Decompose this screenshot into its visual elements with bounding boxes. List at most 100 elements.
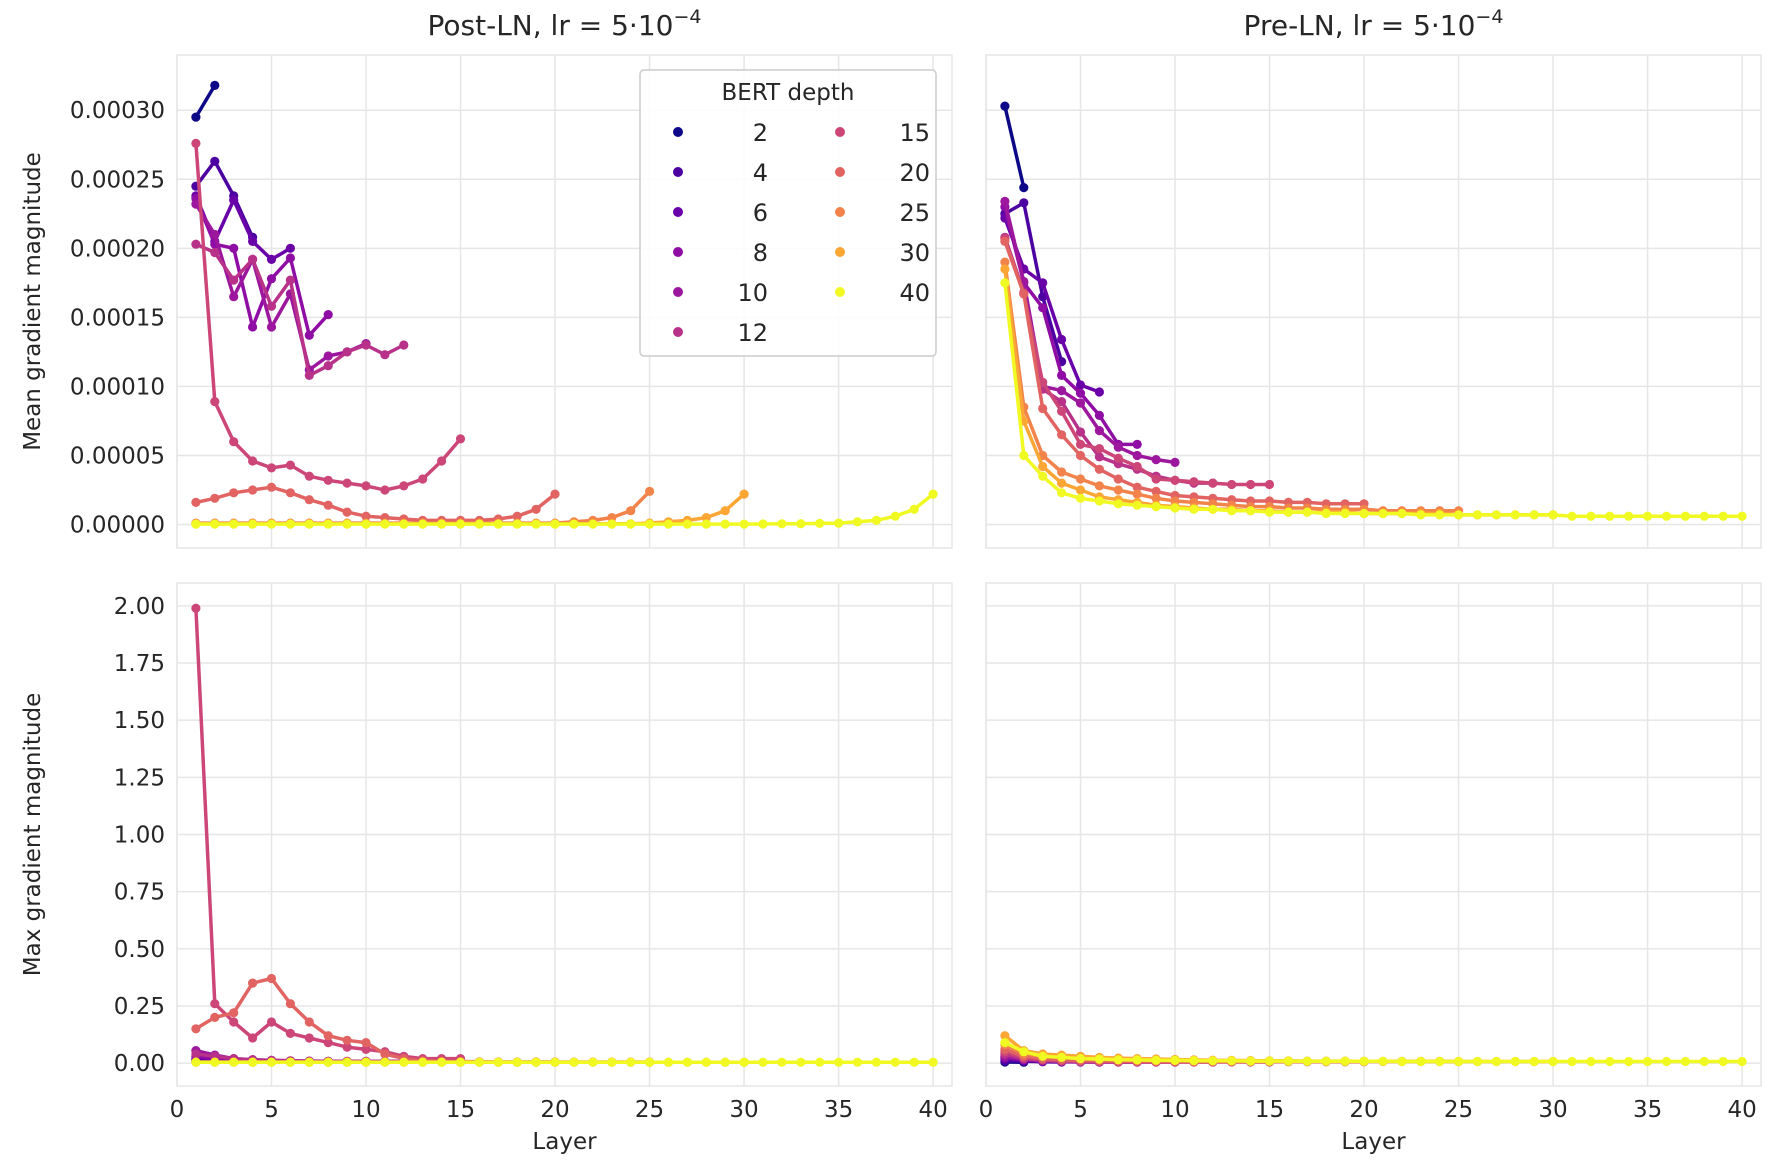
data-point	[1680, 511, 1690, 521]
data-point	[1038, 278, 1048, 288]
data-point	[323, 361, 333, 371]
data-point	[1057, 1052, 1067, 1062]
data-point	[229, 1057, 239, 1067]
data-point	[1019, 289, 1029, 299]
data-point	[229, 195, 239, 205]
legend-entry-15: 15	[835, 119, 930, 147]
data-point	[1624, 511, 1634, 521]
data-point	[1075, 450, 1086, 461]
data-point	[418, 519, 428, 529]
data-point	[1000, 264, 1010, 274]
data-point	[1454, 510, 1464, 520]
data-point	[512, 519, 522, 529]
data-point	[380, 519, 390, 529]
data-point	[285, 1028, 295, 1038]
legend-entry-25: 25	[835, 199, 930, 227]
data-point	[682, 1057, 693, 1067]
data-point	[1132, 489, 1142, 499]
data-point	[1113, 499, 1123, 509]
data-point	[1699, 1056, 1709, 1067]
data-point	[304, 330, 314, 340]
legend-marker	[673, 247, 683, 257]
data-point	[380, 485, 390, 495]
data-point	[266, 301, 277, 311]
data-point	[531, 519, 541, 529]
x-tick-label: 40	[1727, 1097, 1756, 1123]
series-depth-40	[1000, 1038, 1747, 1067]
x-tick-label: 35	[824, 1097, 853, 1123]
legend-title: BERT depth	[722, 80, 855, 106]
data-point	[229, 1008, 239, 1018]
data-point	[361, 519, 371, 529]
data-point	[626, 506, 636, 516]
data-point	[871, 515, 882, 526]
data-point	[1340, 1056, 1350, 1066]
data-point	[191, 1024, 201, 1034]
data-point	[701, 1057, 711, 1067]
data-point	[1548, 510, 1558, 520]
legend-marker	[835, 247, 845, 257]
data-point	[796, 1057, 806, 1067]
x-tick-label: 0	[979, 1097, 994, 1123]
data-point	[645, 1057, 655, 1067]
data-point	[323, 475, 333, 485]
data-point	[1264, 479, 1275, 490]
data-point	[1019, 1047, 1029, 1057]
data-point	[1397, 1056, 1407, 1067]
data-point	[191, 497, 201, 507]
data-point	[1151, 474, 1161, 484]
data-point	[285, 519, 295, 529]
data-point	[1132, 450, 1142, 461]
data-point	[1718, 1056, 1728, 1067]
data-point	[229, 1017, 239, 1027]
y-tick-label: 1.00	[114, 823, 165, 849]
x-tick-label: 20	[1349, 1097, 1378, 1123]
data-point	[1057, 334, 1067, 345]
series-line	[1004, 1041, 1743, 1064]
x-tick-label: 25	[1444, 1097, 1473, 1123]
series-depth-40	[191, 489, 938, 529]
legend-label: 8	[753, 239, 768, 267]
data-point	[1075, 485, 1086, 495]
series-depth-15	[191, 138, 466, 495]
data-point	[1038, 471, 1048, 481]
data-point	[455, 519, 466, 529]
data-point	[342, 519, 352, 529]
data-point	[739, 1057, 749, 1067]
data-point	[342, 1035, 352, 1045]
data-point	[1019, 183, 1029, 193]
data-point	[777, 519, 787, 529]
data-point	[285, 999, 295, 1009]
data-point	[796, 519, 806, 529]
y-axis-label: Mean gradient magnitude	[20, 152, 46, 451]
series-depth-2	[1000, 101, 1029, 193]
data-point	[191, 1057, 201, 1067]
x-tick-label: 0	[170, 1097, 185, 1123]
data-point	[1094, 1054, 1104, 1064]
x-tick-label: 30	[729, 1097, 758, 1123]
data-point	[1132, 482, 1142, 492]
legend-label: 20	[899, 159, 930, 187]
data-point	[248, 1033, 258, 1043]
data-point	[1416, 510, 1426, 520]
legend-marker	[673, 127, 683, 137]
series-line	[194, 84, 217, 118]
legend-marker	[673, 287, 683, 297]
data-point	[248, 322, 258, 332]
data-point	[1737, 1056, 1747, 1067]
y-tick-label: 1.25	[114, 765, 165, 791]
data-point	[1189, 477, 1199, 487]
y-tick-label: 1.75	[114, 651, 165, 677]
data-point	[663, 1057, 674, 1067]
data-point	[248, 978, 258, 988]
data-point	[550, 519, 560, 529]
data-point	[1680, 1056, 1690, 1067]
legend-marker	[673, 327, 683, 337]
data-point	[1075, 380, 1086, 390]
data-point	[474, 519, 484, 529]
legend-entry-40: 40	[835, 279, 930, 307]
data-point	[266, 973, 277, 984]
data-point	[1661, 511, 1672, 521]
data-point	[928, 489, 938, 499]
data-point	[928, 1057, 938, 1067]
